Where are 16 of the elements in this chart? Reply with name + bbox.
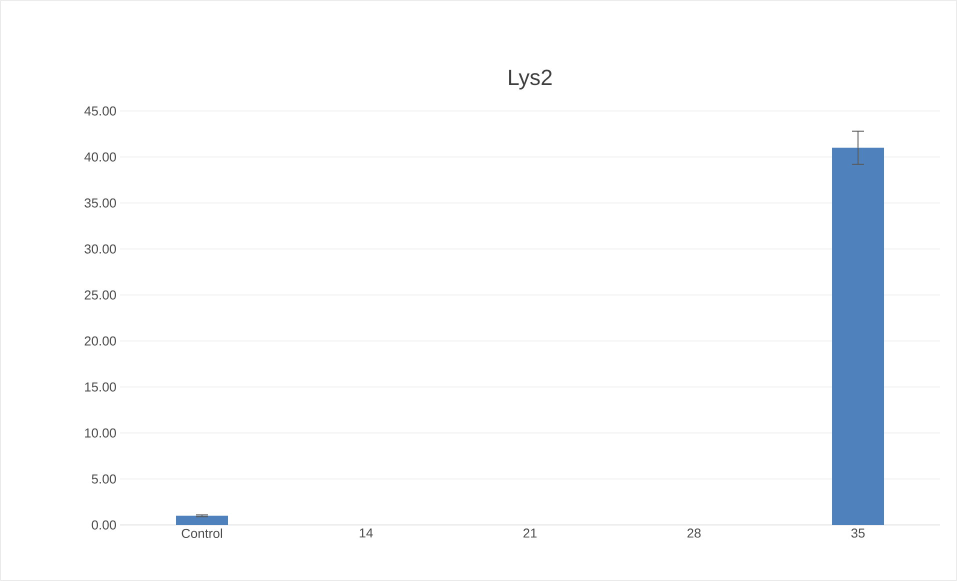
x-tick-label: 35 <box>851 528 865 538</box>
x-tick-label: 14 <box>360 528 373 538</box>
y-tick-label: 5.00 <box>92 474 116 484</box>
y-tick-label: 35.00 <box>84 198 116 208</box>
y-tick-label: 15.00 <box>85 382 116 392</box>
y-tick-label: 40.00 <box>84 152 116 162</box>
y-tick-label: 45.00 <box>84 106 116 116</box>
x-tick-label: 21 <box>523 528 537 538</box>
y-tick-label: 30.00 <box>84 244 116 254</box>
y-tick-label: 25.00 <box>84 290 116 300</box>
y-tick-label: 20.00 <box>84 336 116 346</box>
x-tick-label: 28 <box>687 528 701 538</box>
chart-title: Lys2 <box>509 70 552 90</box>
y-tick-label: 10.00 <box>85 428 116 438</box>
y-tick-label: 0.00 <box>92 520 116 530</box>
x-tick-label: Control <box>182 528 222 538</box>
